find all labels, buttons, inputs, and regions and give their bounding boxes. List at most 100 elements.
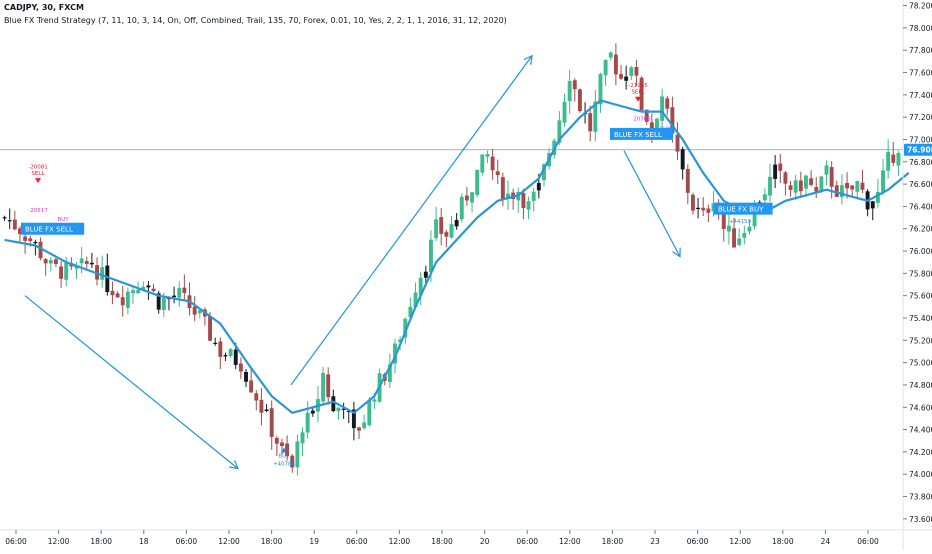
candle-body: [690, 194, 695, 211]
x-tick-label: 12:00: [559, 537, 581, 546]
y-tick-label: 73.800: [909, 493, 932, 502]
candle-body: [506, 193, 510, 198]
candle-body: [655, 118, 659, 129]
candle-body: [634, 67, 639, 76]
y-tick-label: 76.400: [909, 202, 932, 211]
candle-body: [464, 195, 469, 201]
sell-signal-text: SELL: [631, 90, 645, 96]
sell-arrow-icon: [35, 178, 41, 184]
candle-body: [213, 342, 218, 345]
candle-body: [393, 343, 397, 364]
candle-body: [824, 165, 829, 175]
candle-body: [12, 219, 17, 230]
x-tick-label: 18:00: [772, 537, 794, 546]
candle-body: [845, 182, 850, 189]
x-tick-label: 12:00: [218, 537, 240, 546]
candle-body: [526, 201, 531, 210]
candle-body: [89, 262, 94, 265]
trend-line: [4, 99, 910, 414]
candle-body: [685, 168, 690, 193]
trend-arrow: [623, 150, 681, 257]
x-tick-label: 19: [309, 537, 319, 546]
candle-body: [434, 219, 439, 239]
y-tick-label: 78.000: [909, 24, 932, 33]
candle-body: [670, 107, 675, 134]
candle-body: [814, 187, 819, 192]
candle-body: [454, 219, 459, 227]
candle-body: [567, 80, 572, 102]
candle-body: [244, 371, 248, 382]
candle-body: [120, 297, 125, 306]
candle-body: [809, 178, 814, 185]
blue-fx-sell-label: [610, 127, 674, 140]
candle-body: [752, 202, 757, 227]
candle-body: [136, 289, 141, 293]
candle-body: [603, 60, 608, 76]
candle-body: [773, 164, 778, 179]
candle-body: [84, 261, 89, 264]
x-tick-label: 18:00: [261, 537, 283, 546]
buy-small-text: BUY: [57, 217, 69, 223]
candle-body: [38, 241, 43, 259]
x-tick-label: 06:00: [176, 537, 198, 546]
x-tick-label: 12:00: [48, 537, 70, 546]
candle-body: [33, 242, 38, 244]
candle-body: [850, 185, 855, 190]
y-tick-label: 77.400: [909, 91, 932, 100]
x-tick-label: 20: [480, 537, 490, 546]
candle-body: [875, 191, 880, 203]
x-tick-label: 18:00: [90, 537, 112, 546]
sell-signal-text: -21985: [628, 83, 648, 89]
candle-body: [182, 287, 187, 293]
y-tick-label: 77.200: [909, 113, 932, 122]
candle-body: [624, 76, 629, 81]
y-tick-label: 76.200: [909, 225, 932, 234]
candle-body: [649, 122, 654, 132]
candle-body: [521, 192, 526, 209]
candle-body: [891, 154, 896, 163]
candle-body: [403, 318, 408, 338]
y-tick-label: 74.200: [909, 448, 932, 457]
buy-signal-text: +40786: [273, 461, 296, 467]
candle-body: [701, 207, 706, 211]
candle-body: [531, 191, 536, 201]
candle-body: [100, 267, 105, 280]
chart-symbol-title: CADJPY, 30, FXCM: [4, 3, 84, 12]
candle-body: [726, 225, 731, 232]
candle-body: [146, 285, 151, 288]
candle-body: [485, 153, 490, 157]
candle-body: [53, 259, 58, 264]
candle-body: [372, 399, 377, 402]
trend-arrow-head: [523, 54, 533, 65]
candle-body: [254, 393, 259, 401]
candle-body: [161, 297, 166, 310]
y-tick-label: 74.600: [909, 403, 932, 412]
candle-body: [886, 151, 891, 171]
candle-body: [870, 201, 875, 209]
candles: [2, 43, 901, 476]
trend-arrow: [290, 55, 533, 386]
candle-body: [428, 239, 433, 273]
y-tick-label: 76.000: [909, 247, 932, 256]
candle-body: [367, 400, 372, 426]
candle-body: [408, 306, 413, 318]
candle-body: [742, 232, 747, 238]
y-tick-label: 74.400: [909, 426, 932, 435]
sell-signal-text: -20081: [28, 164, 47, 170]
candle-body: [675, 134, 680, 152]
candle-body: [834, 185, 839, 197]
candle-body: [788, 185, 793, 190]
candle-body: [470, 192, 475, 203]
candle-body: [131, 290, 135, 294]
candle-body: [43, 259, 48, 264]
candle-body: [387, 364, 392, 382]
candle-body: [259, 399, 264, 413]
candle-body: [536, 182, 541, 191]
candle-body: [59, 266, 64, 279]
candle-body: [156, 293, 161, 310]
candle-body: [572, 80, 577, 90]
candle-body: [23, 236, 28, 241]
